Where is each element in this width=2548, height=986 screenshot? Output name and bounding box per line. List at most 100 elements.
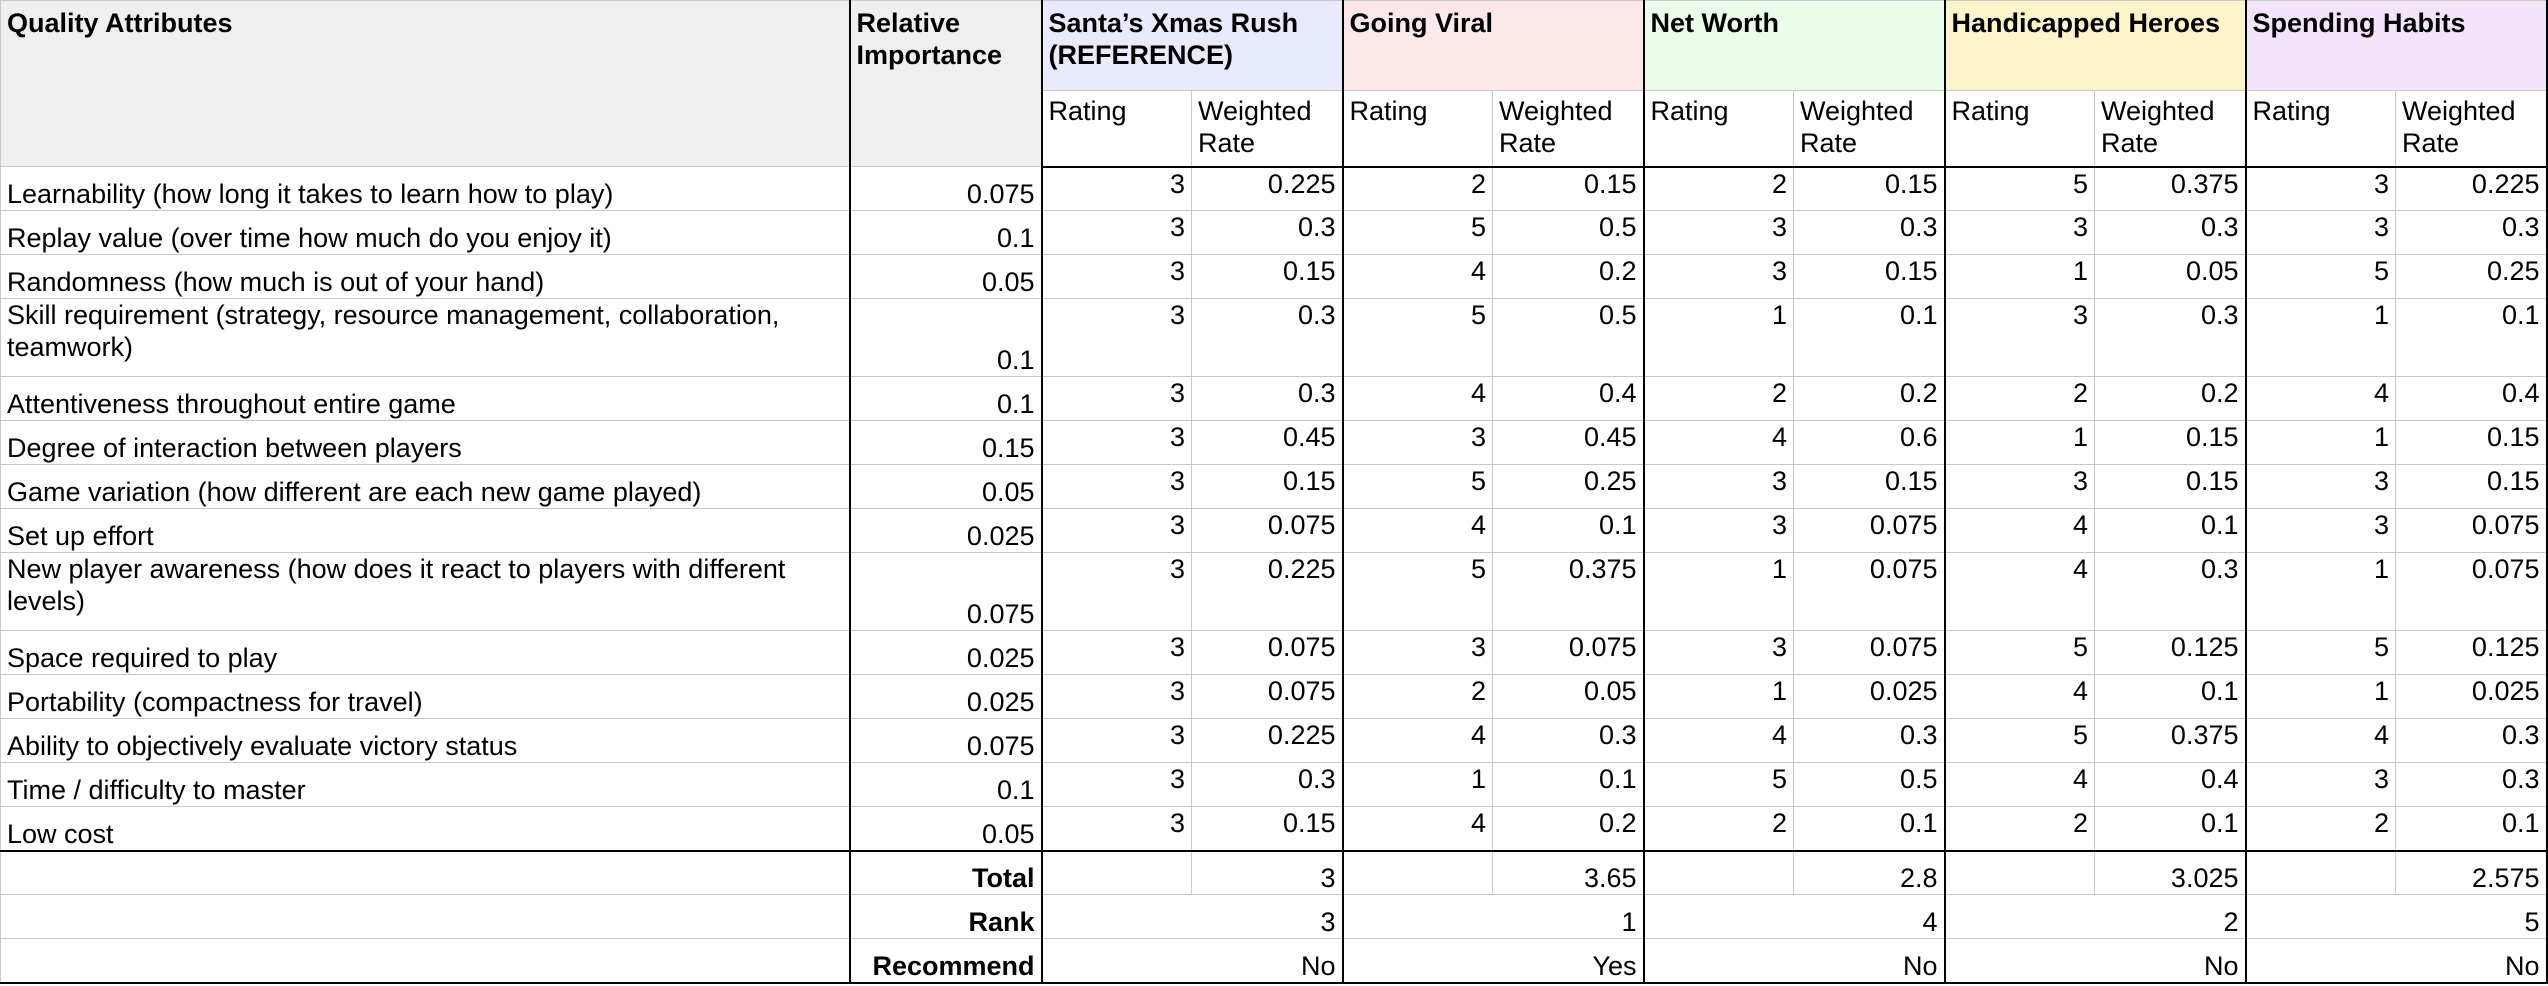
- rating-cell[interactable]: 5: [1341, 552, 1493, 631]
- weighted-rate-cell[interactable]: 0.1: [2094, 674, 2246, 719]
- rating-cell[interactable]: 2: [1943, 806, 2095, 851]
- rating-cell[interactable]: 3: [1040, 630, 1192, 675]
- weighted-rate-cell[interactable]: 0.5: [1793, 762, 1945, 807]
- rating-cell[interactable]: 1: [2244, 298, 2396, 377]
- importance-cell[interactable]: 0.075: [848, 166, 1042, 211]
- rating-cell[interactable]: 4: [1341, 806, 1493, 851]
- weighted-rate-cell[interactable]: 0.075: [1793, 630, 1945, 675]
- rating-cell[interactable]: 3: [2244, 762, 2396, 807]
- game-header-handicapped-heroes[interactable]: Handicapped Heroes: [1943, 0, 2246, 91]
- weighted-rate-cell[interactable]: 0.3: [1191, 762, 1343, 807]
- weighted-rate-cell[interactable]: 0.1: [2094, 508, 2246, 553]
- rating-cell[interactable]: 2: [2244, 806, 2396, 851]
- rank-label[interactable]: Rank: [848, 894, 1042, 939]
- rank-value[interactable]: 1: [1341, 894, 1644, 939]
- rating-cell[interactable]: 4: [1943, 674, 2095, 719]
- rating-cell[interactable]: 2: [1943, 376, 2095, 421]
- weighted-rate-subheader[interactable]: Weighted Rate: [2395, 90, 2548, 168]
- attribute-cell[interactable]: Ability to objectively evaluate victory …: [0, 718, 850, 763]
- importance-cell[interactable]: 0.05: [848, 806, 1042, 851]
- rating-cell[interactable]: 4: [1943, 508, 2095, 553]
- rating-subheader[interactable]: Rating: [2244, 90, 2396, 168]
- weighted-rate-cell[interactable]: 0.2: [1793, 376, 1945, 421]
- rating-cell[interactable]: 1: [1642, 298, 1794, 377]
- rating-cell[interactable]: 3: [1040, 254, 1192, 299]
- weighted-rate-cell[interactable]: 0.1: [1793, 298, 1945, 377]
- weighted-rate-cell[interactable]: 0.1: [1492, 762, 1644, 807]
- weighted-rate-cell[interactable]: 0.075: [2395, 508, 2548, 553]
- weighted-rate-cell[interactable]: 0.125: [2094, 630, 2246, 675]
- weighted-rate-cell[interactable]: 0.2: [2094, 376, 2246, 421]
- rating-cell[interactable]: 3: [1040, 298, 1192, 377]
- weighted-rate-cell[interactable]: 0.15: [2395, 420, 2548, 465]
- weighted-rate-cell[interactable]: 0.15: [1191, 464, 1343, 509]
- rating-cell[interactable]: 4: [2244, 718, 2396, 763]
- weighted-rate-cell[interactable]: 0.375: [2094, 166, 2246, 211]
- attribute-cell[interactable]: Space required to play: [0, 630, 850, 675]
- importance-cell[interactable]: 0.025: [848, 630, 1042, 675]
- empty-cell[interactable]: [0, 849, 850, 895]
- rating-cell[interactable]: 5: [1943, 166, 2095, 211]
- rating-cell[interactable]: 3: [1943, 298, 2095, 377]
- attribute-cell[interactable]: Learnability (how long it takes to learn…: [0, 166, 850, 211]
- rating-cell[interactable]: 3: [1943, 210, 2095, 255]
- importance-cell[interactable]: 0.025: [848, 508, 1042, 553]
- recommend-value[interactable]: No: [2244, 938, 2548, 984]
- weighted-rate-cell[interactable]: 0.15: [2395, 464, 2548, 509]
- total-label[interactable]: Total: [848, 849, 1042, 895]
- rating-cell[interactable]: 3: [1642, 254, 1794, 299]
- weighted-rate-cell[interactable]: 0.3: [1793, 718, 1945, 763]
- header-quality-attributes[interactable]: Quality Attributes: [0, 0, 850, 167]
- game-header-going-viral[interactable]: Going Viral: [1341, 0, 1644, 91]
- rank-value[interactable]: 4: [1642, 894, 1945, 939]
- attribute-cell[interactable]: Portability (compactness for travel): [0, 674, 850, 719]
- rating-cell[interactable]: 1: [2244, 420, 2396, 465]
- rating-cell[interactable]: 5: [2244, 254, 2396, 299]
- weighted-rate-cell[interactable]: 0.075: [1191, 630, 1343, 675]
- importance-cell[interactable]: 0.025: [848, 674, 1042, 719]
- recommend-value[interactable]: No: [1040, 938, 1343, 984]
- weighted-rate-subheader[interactable]: Weighted Rate: [1492, 90, 1644, 168]
- weighted-rate-cell[interactable]: 0.225: [1191, 166, 1343, 211]
- recommend-value[interactable]: No: [1943, 938, 2246, 984]
- importance-cell[interactable]: 0.1: [848, 298, 1042, 377]
- rating-cell[interactable]: 5: [1642, 762, 1794, 807]
- rating-cell[interactable]: 4: [1341, 508, 1493, 553]
- rating-cell[interactable]: 3: [1040, 508, 1192, 553]
- weighted-rate-cell[interactable]: 0.05: [2094, 254, 2246, 299]
- importance-cell[interactable]: 0.1: [848, 376, 1042, 421]
- weighted-rate-cell[interactable]: 0.4: [2094, 762, 2246, 807]
- weighted-rate-subheader[interactable]: Weighted Rate: [1191, 90, 1343, 168]
- rating-cell[interactable]: 1: [1341, 762, 1493, 807]
- weighted-rate-cell[interactable]: 0.075: [2395, 552, 2548, 631]
- rating-cell[interactable]: 3: [2244, 210, 2396, 255]
- attribute-cell[interactable]: Replay value (over time how much do you …: [0, 210, 850, 255]
- weighted-rate-cell[interactable]: 0.4: [1492, 376, 1644, 421]
- rating-cell[interactable]: 3: [1642, 508, 1794, 553]
- total-value[interactable]: 3.65: [1492, 849, 1644, 895]
- weighted-rate-cell[interactable]: 0.15: [1793, 464, 1945, 509]
- weighted-rate-cell[interactable]: 0.5: [1492, 298, 1644, 377]
- total-value[interactable]: 3: [1191, 849, 1343, 895]
- weighted-rate-cell[interactable]: 0.15: [2094, 420, 2246, 465]
- weighted-rate-cell[interactable]: 0.3: [2094, 298, 2246, 377]
- weighted-rate-cell[interactable]: 0.05: [1492, 674, 1644, 719]
- header-relative-importance[interactable]: Relative Importance: [848, 0, 1042, 167]
- weighted-rate-cell[interactable]: 0.15: [2094, 464, 2246, 509]
- rating-cell[interactable]: 4: [1943, 552, 2095, 631]
- game-header-santa-s-xmas-rush-reference[interactable]: Santa’s Xmas Rush (REFERENCE): [1040, 0, 1343, 91]
- weighted-rate-cell[interactable]: 0.3: [2395, 762, 2548, 807]
- weighted-rate-cell[interactable]: 0.225: [1191, 552, 1343, 631]
- rating-subheader[interactable]: Rating: [1341, 90, 1493, 168]
- empty-cell[interactable]: [0, 938, 850, 984]
- rating-cell[interactable]: 3: [2244, 508, 2396, 553]
- rating-cell[interactable]: 5: [1341, 298, 1493, 377]
- weighted-rate-cell[interactable]: 0.1: [1492, 508, 1644, 553]
- rating-cell[interactable]: 3: [2244, 464, 2396, 509]
- game-header-net-worth[interactable]: Net Worth: [1642, 0, 1945, 91]
- rating-cell[interactable]: 1: [1642, 552, 1794, 631]
- attribute-cell[interactable]: Attentiveness throughout entire game: [0, 376, 850, 421]
- attribute-cell[interactable]: Low cost: [0, 806, 850, 851]
- rating-cell[interactable]: 1: [1943, 420, 2095, 465]
- rating-cell[interactable]: 4: [1341, 376, 1493, 421]
